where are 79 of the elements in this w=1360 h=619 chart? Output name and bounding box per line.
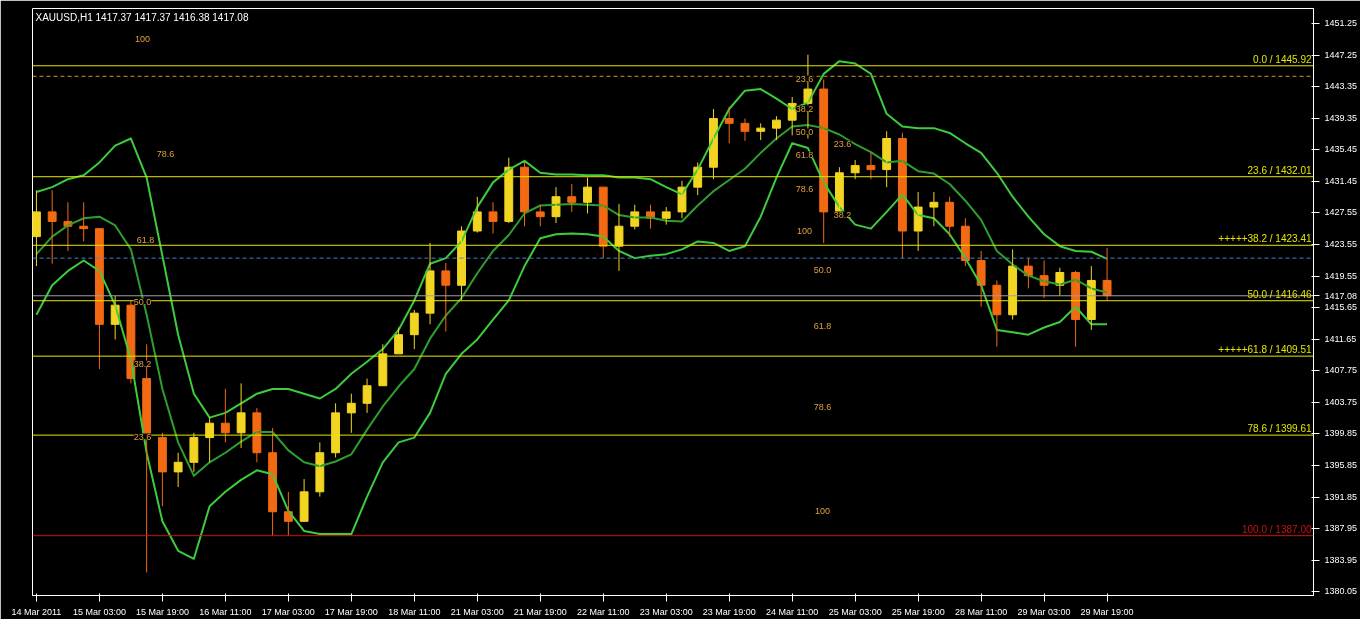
x-tick-label: 25 Mar 19:00 bbox=[891, 606, 945, 617]
annotation: 78.6 bbox=[795, 183, 814, 194]
candlestick bbox=[567, 183, 577, 213]
candlestick bbox=[772, 115, 781, 141]
y-tick-label: 1380.05 bbox=[1324, 586, 1358, 597]
x-tick-label: 25 Mar 03:00 bbox=[828, 606, 882, 617]
candlestick bbox=[488, 201, 498, 234]
annotation: 50.0 bbox=[813, 264, 832, 275]
candlestick bbox=[756, 122, 766, 141]
annotation: 100 bbox=[814, 505, 831, 516]
candlestick bbox=[157, 432, 167, 507]
ref-line-label: 0.0 / 1445.92 bbox=[1253, 53, 1312, 65]
x-tick-label: 28 Mar 11:00 bbox=[954, 606, 1008, 617]
x-tick-label: 29 Mar 19:00 bbox=[1080, 606, 1134, 617]
y-tick-label: 1415.65 bbox=[1324, 302, 1358, 313]
candlestick bbox=[47, 189, 57, 265]
y-tick-label: 1403.75 bbox=[1324, 397, 1358, 408]
ref-line-label: 23.6 / 1432.01 bbox=[1247, 164, 1312, 176]
y-tick-label: 1383.95 bbox=[1324, 555, 1358, 566]
y-tick-label: 1395.85 bbox=[1324, 460, 1358, 471]
candlestick bbox=[535, 204, 545, 227]
x-tick-label: 14 Mar 2011 bbox=[11, 606, 62, 617]
y-tick-label: 1447.25 bbox=[1324, 50, 1358, 61]
y-tick-label: 1399.85 bbox=[1324, 428, 1358, 439]
candlestick bbox=[945, 196, 955, 238]
annotation: 38.2 bbox=[133, 358, 152, 369]
annotation: 50.0 bbox=[795, 126, 814, 137]
annotation: 100 bbox=[134, 33, 151, 44]
chart-title: XAUUSD,H1 1417.37 1417.37 1416.38 1417.08 bbox=[35, 11, 249, 23]
y-tick-label: 1427.55 bbox=[1324, 207, 1358, 218]
x-tick-label: 15 Mar 03:00 bbox=[72, 606, 126, 617]
y-tick-label: 1387.95 bbox=[1324, 523, 1358, 534]
annotation: 61.8 bbox=[136, 234, 155, 245]
x-tick-label: 21 Mar 19:00 bbox=[513, 606, 567, 617]
candlestick bbox=[724, 106, 734, 144]
y-tick-label: 1391.85 bbox=[1324, 492, 1358, 502]
y-tick-label: 1439.35 bbox=[1324, 113, 1358, 124]
ref-line-label: 78.6 / 1399.61 bbox=[1247, 423, 1312, 435]
ref-line-label: +++++38.2 / 1423.41 bbox=[1218, 233, 1312, 245]
y-tick-label: 1431.45 bbox=[1324, 176, 1358, 187]
x-tick-label: 21 Mar 03:00 bbox=[450, 606, 504, 617]
x-tick-label: 23 Mar 03:00 bbox=[639, 606, 693, 617]
annotation: 78.6 bbox=[813, 401, 832, 412]
y-tick-label: 1443.35 bbox=[1324, 81, 1358, 92]
annotation: 78.6 bbox=[156, 148, 175, 159]
candlestick bbox=[661, 206, 671, 226]
candlestick bbox=[441, 262, 451, 333]
x-tick-label: 22 Mar 11:00 bbox=[577, 606, 630, 617]
y-tick-label: 1423.55 bbox=[1324, 239, 1358, 250]
annotation: 50.0 bbox=[133, 296, 152, 307]
candlestick bbox=[583, 177, 592, 214]
annotation: 61.8 bbox=[813, 320, 832, 331]
x-tick-label: 16 Mar 11:00 bbox=[199, 606, 252, 617]
x-tick-label: 23 Mar 19:00 bbox=[702, 606, 756, 617]
x-tick-label: 17 Mar 19:00 bbox=[324, 606, 378, 617]
y-tick-label: 1411.65 bbox=[1324, 334, 1357, 345]
ref-line-label: 50.0 / 1416.46 bbox=[1247, 288, 1312, 300]
y-tick-label: 1451.25 bbox=[1324, 18, 1358, 29]
line-series bbox=[35, 142, 1109, 560]
x-tick-label: 15 Mar 19:00 bbox=[135, 606, 189, 617]
y-tick-label: 1407.75 bbox=[1324, 365, 1358, 376]
candlestick bbox=[346, 393, 356, 434]
ref-line-label: 100.0 / 1387.00 bbox=[1241, 523, 1312, 535]
x-tick-label: 18 Mar 11:00 bbox=[388, 606, 441, 617]
annotation: 23.6 bbox=[795, 73, 814, 84]
candlestick bbox=[362, 378, 372, 414]
annotation: 61.8 bbox=[795, 149, 814, 160]
x-tick-label: 29 Mar 03:00 bbox=[1017, 606, 1071, 617]
y-tick-label: 1417.08 bbox=[1324, 290, 1358, 301]
annotation: 38.2 bbox=[795, 103, 814, 114]
annotation: 100 bbox=[796, 225, 813, 236]
x-tick-label: 24 Mar 11:00 bbox=[766, 606, 819, 617]
y-tick-label: 1419.55 bbox=[1324, 271, 1358, 282]
x-tick-label: 17 Mar 03:00 bbox=[261, 606, 315, 617]
ref-line-label: +++++61.8 / 1409.51 bbox=[1218, 344, 1312, 356]
y-tick-label: 1435.45 bbox=[1324, 144, 1358, 155]
annotation: 23.6 bbox=[833, 138, 852, 149]
annotation: 23.6 bbox=[133, 431, 152, 442]
annotation: 38.2 bbox=[833, 209, 852, 220]
